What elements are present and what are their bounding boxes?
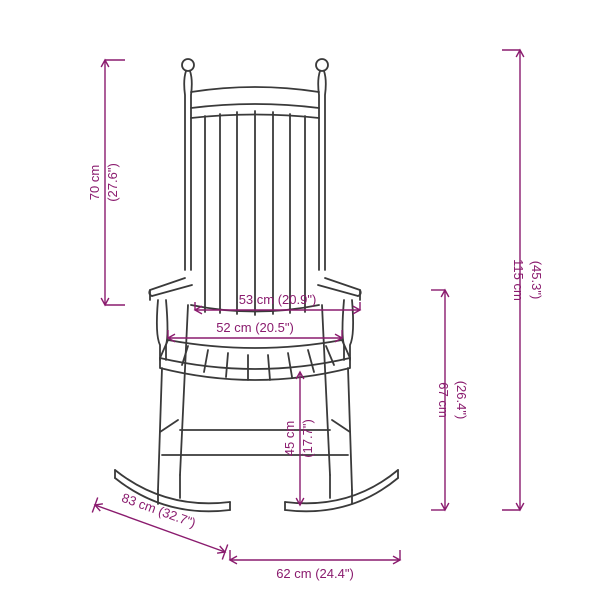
dimension-label: 52 cm (20.5") [216,320,294,335]
dimension-label: (45.3") [529,261,544,300]
dimension-label: (27.6") [105,163,120,202]
chair-outline [115,59,398,511]
dimension-lines: 70 cm(27.6") 115 cm(45.3") 67 cm(26.4") 45 … [87,50,544,581]
dimension-label: 70 cm [87,165,102,200]
dimension-label: 62 cm (24.4") [276,566,354,581]
dimension-label: 67 cm [436,382,451,417]
rocking-chair-dimension-diagram: 70 cm(27.6") 115 cm(45.3") 67 cm(26.4") 45 … [0,0,600,600]
dimension-label: 115 cm [511,259,526,301]
dimension-label: (17.7") [300,419,315,458]
dimension-label: 45 cm [282,421,297,456]
dimension-label: (26.4") [454,381,469,420]
dimension-label: 53 cm (20.9") [239,292,317,307]
